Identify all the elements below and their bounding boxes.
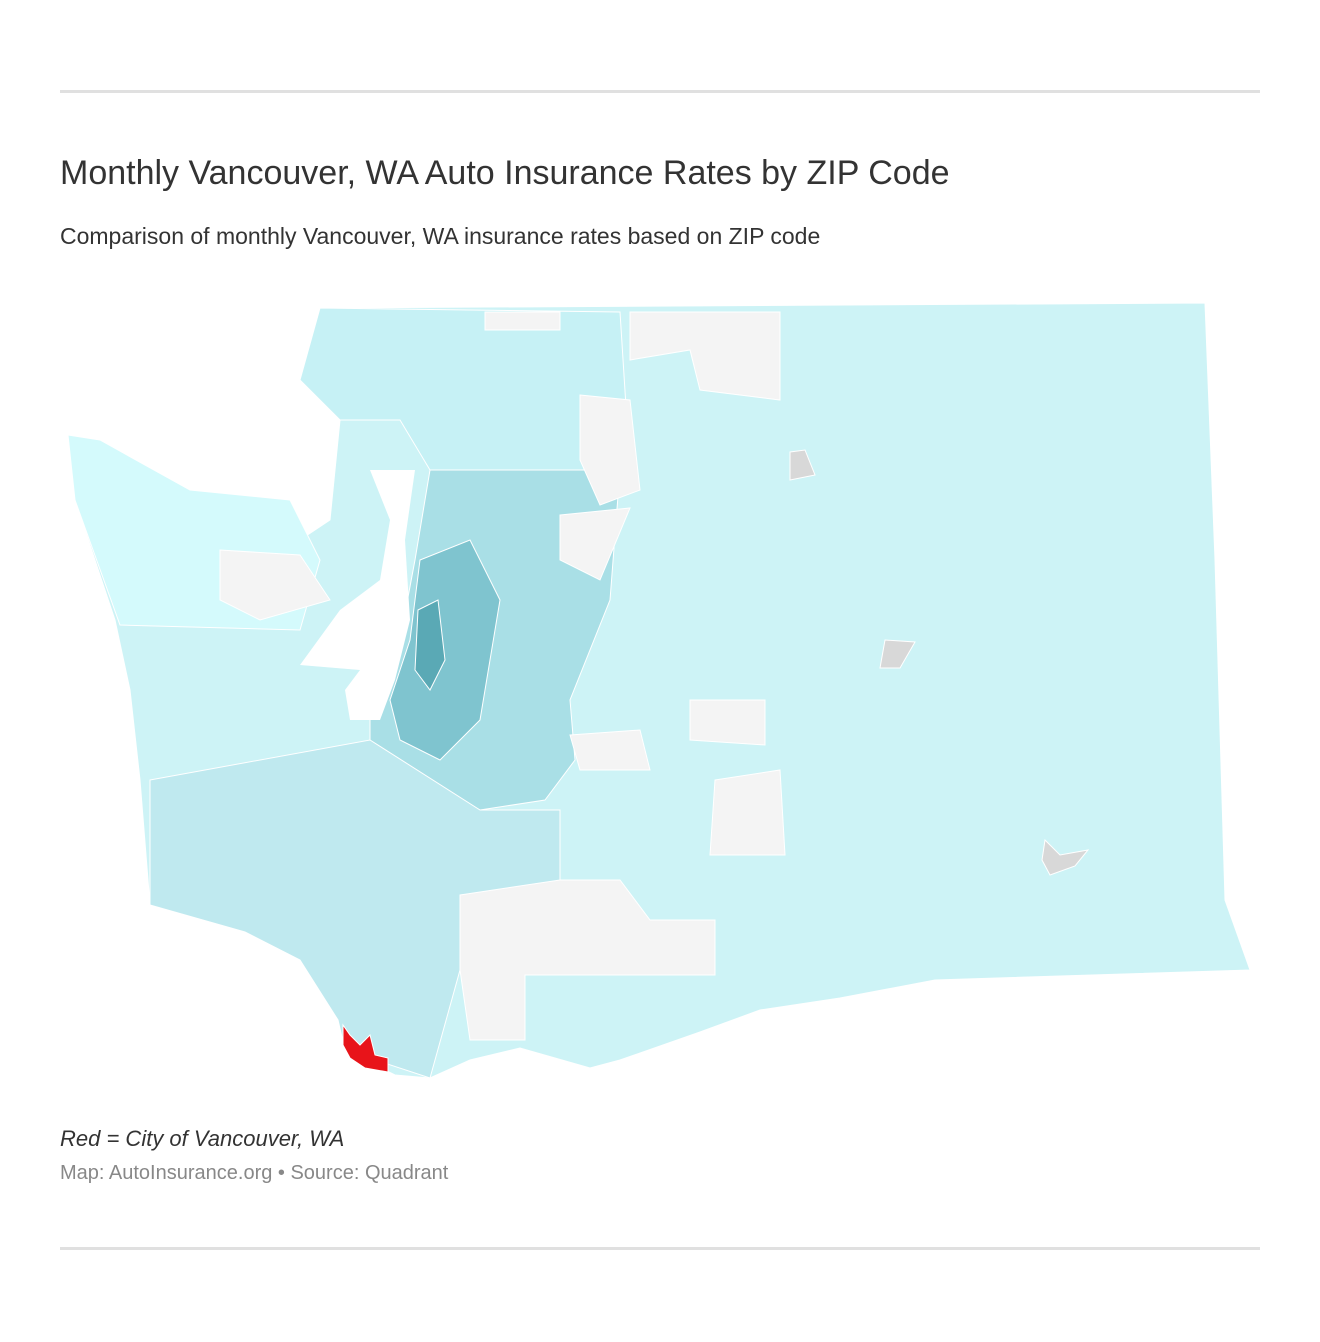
vancouver-zips [342,1023,389,1073]
puget-sound-water [300,470,415,720]
washington-map [67,302,1251,1079]
empty-area [219,549,331,621]
city-gray [789,449,816,481]
empty-area [629,311,781,401]
top-rule [60,90,1260,93]
bottom-rule [60,1247,1260,1250]
map-subtitle: Comparison of monthly Vancouver, WA insu… [60,223,821,249]
seattle-core [389,539,501,761]
north-sound [299,307,631,471]
empty-area [579,394,641,506]
city-gray [1041,838,1090,876]
map-title: Monthly Vancouver, WA Auto Insurance Rat… [60,154,950,192]
empty-area [709,769,786,856]
map-source: Map: AutoInsurance.org • Source: Quadran… [60,1162,449,1184]
empty-area [569,729,651,771]
empty-area [689,699,766,746]
empty-area [484,311,561,331]
seattle-center [414,599,446,691]
city-gray [879,639,916,669]
southwest-region [149,739,561,1079]
map-note: Red = City of Vancouver, WA [60,1126,345,1151]
empty-area [559,507,631,581]
empty-area [459,879,716,1041]
